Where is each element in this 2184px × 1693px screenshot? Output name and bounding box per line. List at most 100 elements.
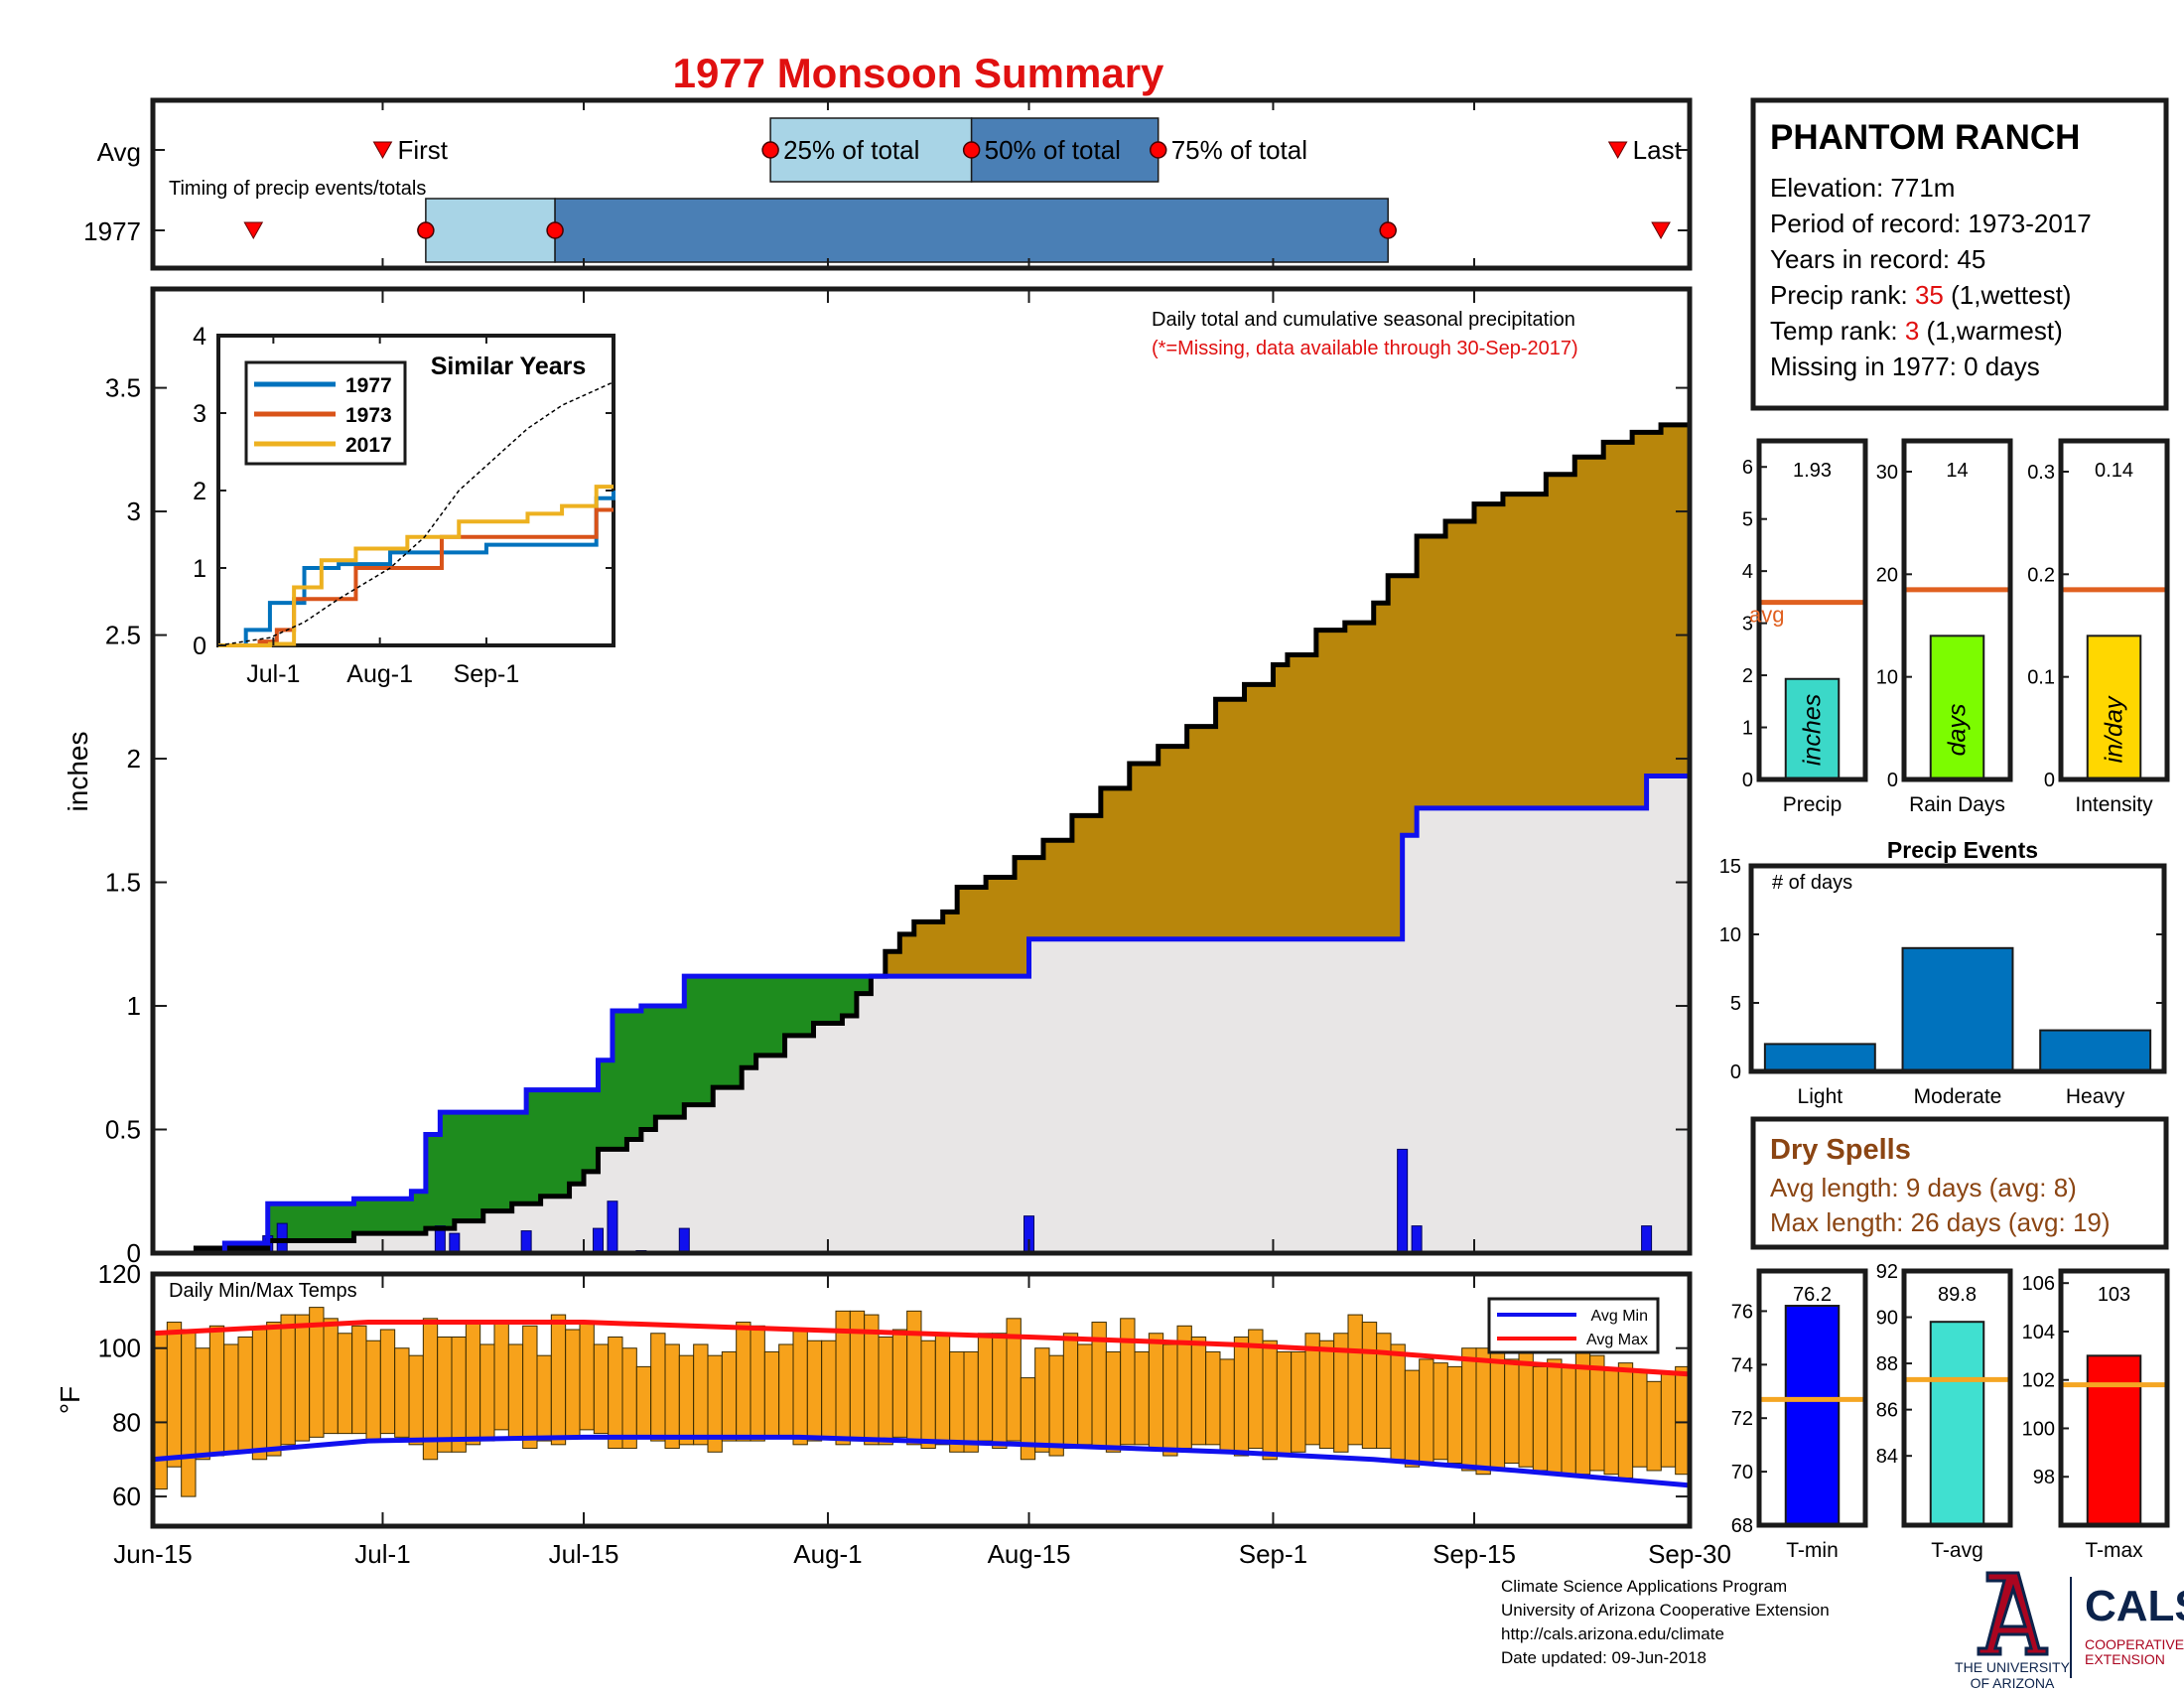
- daily-temp-bar: [550, 1314, 567, 1446]
- summary-tick-label: 102: [2022, 1370, 2055, 1392]
- daily-temp-bar: [1347, 1314, 1363, 1446]
- y-tick-label: 3: [127, 496, 141, 526]
- station-temp-rank: Temp rank: 3 (1,warmest): [1770, 316, 2063, 346]
- daily-temp-bar: [1291, 1350, 1306, 1453]
- daily-temp-bar: [693, 1343, 709, 1446]
- timing-subtitle: Timing of precip events/totals: [169, 178, 426, 200]
- avg-cumulative-line: [153, 773, 1690, 1256]
- summary-tick-label: 68: [1731, 1515, 1753, 1537]
- summary-tick-label: 100: [2022, 1418, 2055, 1440]
- summary-unit-label: days: [1944, 704, 1972, 757]
- summary-tick-label: 0: [1887, 770, 1898, 791]
- events-category-label: Heavy: [2066, 1085, 2125, 1108]
- daily-temp-bar: [579, 1322, 595, 1431]
- daily-temp-bar: [294, 1314, 311, 1442]
- similar-years-inset: 0 1 2 3 4 Jul-1 Aug-1 Sep-1 Similar Years 1977 1…: [193, 323, 615, 688]
- event-bar: [2039, 1029, 2152, 1072]
- station-precip-rank: Precip rank: 35 (1,wettest): [1770, 280, 2071, 310]
- summary-tick-label: 84: [1876, 1446, 1898, 1468]
- daily-precip-bar: [1397, 1148, 1409, 1254]
- daily-temp-bar: [479, 1343, 495, 1442]
- timing-panel: Avg 1977 Timing of precip events/totals …: [83, 97, 1693, 271]
- summary-bar: [1784, 677, 1841, 780]
- daily-temp-bar: [266, 1322, 282, 1457]
- daily-temp-bar: [465, 1322, 481, 1446]
- daily-temp-bar: [992, 1333, 1008, 1450]
- summary-tick-label: 6: [1742, 457, 1753, 479]
- avg-25-marker: [761, 141, 779, 159]
- temp-y-label: °F: [55, 1386, 85, 1414]
- daily-temp-bar: [806, 1340, 823, 1442]
- year-box-25-50: [425, 198, 556, 263]
- station-elevation: Elevation: 771m: [1770, 173, 1955, 203]
- precip-summary-precip: 0 1 2 3 4 5 6 1.93 inches Precip avg: [1742, 438, 1868, 816]
- summary-axis-label: T-min: [1786, 1539, 1839, 1562]
- y-tick-label: 0: [127, 1238, 141, 1268]
- temp-title: Daily Min/Max Temps: [169, 1280, 357, 1302]
- summary-tick-label: 72: [1731, 1408, 1753, 1430]
- daily-temp-bar: [1433, 1362, 1448, 1461]
- daily-temp-bar: [1561, 1365, 1576, 1476]
- y-tick-label: 1: [127, 991, 141, 1021]
- daily-temp-bar: [1532, 1365, 1549, 1472]
- temp-legend: Avg Min Avg Max: [1487, 1297, 1660, 1354]
- avg-75-marker: [1149, 141, 1167, 159]
- events-tick-label: 5: [1730, 993, 1741, 1015]
- daily-temp-bar: [891, 1329, 908, 1438]
- footer-line3[interactable]: http://cals.arizona.edu/climate: [1501, 1624, 1724, 1643]
- precip-annotation: Daily total and cumulative seasonal prec…: [1152, 309, 1575, 331]
- inset-legend-label: 2017: [345, 434, 392, 457]
- daily-temp-bar: [934, 1333, 951, 1446]
- summary-tick-label: 92: [1876, 1261, 1898, 1283]
- avg-min-line: [152, 1434, 1691, 1488]
- summary-tick-label: 106: [2022, 1273, 2055, 1295]
- inset-series-line: [218, 507, 614, 647]
- year-50-marker: [546, 221, 564, 239]
- event-bar: [1901, 946, 2014, 1072]
- cals-text: CALS: [2085, 1582, 2184, 1630]
- precip-missing-note: (*=Missing, data available through 30-Se…: [1152, 338, 1578, 359]
- summary-value-label: 1.93: [1793, 460, 1832, 482]
- avg-first-marker: [372, 141, 393, 160]
- x-tick-label: Sep-30: [1648, 1539, 1731, 1569]
- daily-temp-bar: [1205, 1350, 1221, 1446]
- daily-precip-bar: [1641, 1225, 1653, 1254]
- daily-temp-bar: [1190, 1337, 1207, 1446]
- summary-tick-label: 4: [1742, 561, 1753, 583]
- inset-x-tick-label: Jul-1: [246, 660, 300, 688]
- summary-tick-label: 0: [1742, 770, 1753, 791]
- block-a-icon: [1977, 1571, 2049, 1656]
- daily-temp-bar: [408, 1354, 424, 1446]
- station-years: Years in record: 45: [1770, 244, 1985, 274]
- events-y-label: # of days: [1772, 872, 1852, 894]
- daily-temp-bar: [522, 1325, 538, 1450]
- x-tick-label: Jul-1: [354, 1539, 410, 1569]
- daily-temp-bar: [394, 1347, 410, 1438]
- events-tick-label: 10: [1719, 924, 1741, 946]
- ua-logo: THE UNIVERSITY OF ARIZONA: [1955, 1571, 2071, 1691]
- ua-line2: OF ARIZONA: [1971, 1675, 2055, 1688]
- daily-temp-bar: [1361, 1322, 1378, 1450]
- summary-frame: [2058, 1268, 2170, 1528]
- precip-summary-rain-days: 0 10 20 30 14 days Rain Days: [1876, 438, 2013, 816]
- timing-last-label: Last: [1633, 135, 1683, 165]
- daily-temp-bar: [1162, 1343, 1178, 1457]
- daily-temp-bar: [1062, 1333, 1079, 1450]
- daily-temp-bar: [821, 1340, 837, 1438]
- year-first-marker: [243, 221, 264, 240]
- daily-temp-bar: [1547, 1358, 1563, 1476]
- daily-temp-bar: [1646, 1380, 1662, 1472]
- daily-temp-bar: [721, 1350, 738, 1442]
- summary-frame: [1901, 438, 2013, 782]
- footer-line4: Date updated: 09-Jun-2018: [1501, 1648, 1706, 1667]
- timing-50-label: 50% of total: [985, 135, 1121, 165]
- daily-temp-bar: [1589, 1354, 1605, 1472]
- daily-precip-bar: [1411, 1225, 1423, 1254]
- daily-temp-bar: [1048, 1354, 1064, 1457]
- summary-tick-label: 2: [1742, 665, 1753, 687]
- daily-temp-bar: [1446, 1365, 1463, 1464]
- footer-line2: University of Arizona Cooperative Extens…: [1501, 1601, 1830, 1620]
- dry-spells-max: Max length: 26 days (avg: 19): [1770, 1207, 2111, 1237]
